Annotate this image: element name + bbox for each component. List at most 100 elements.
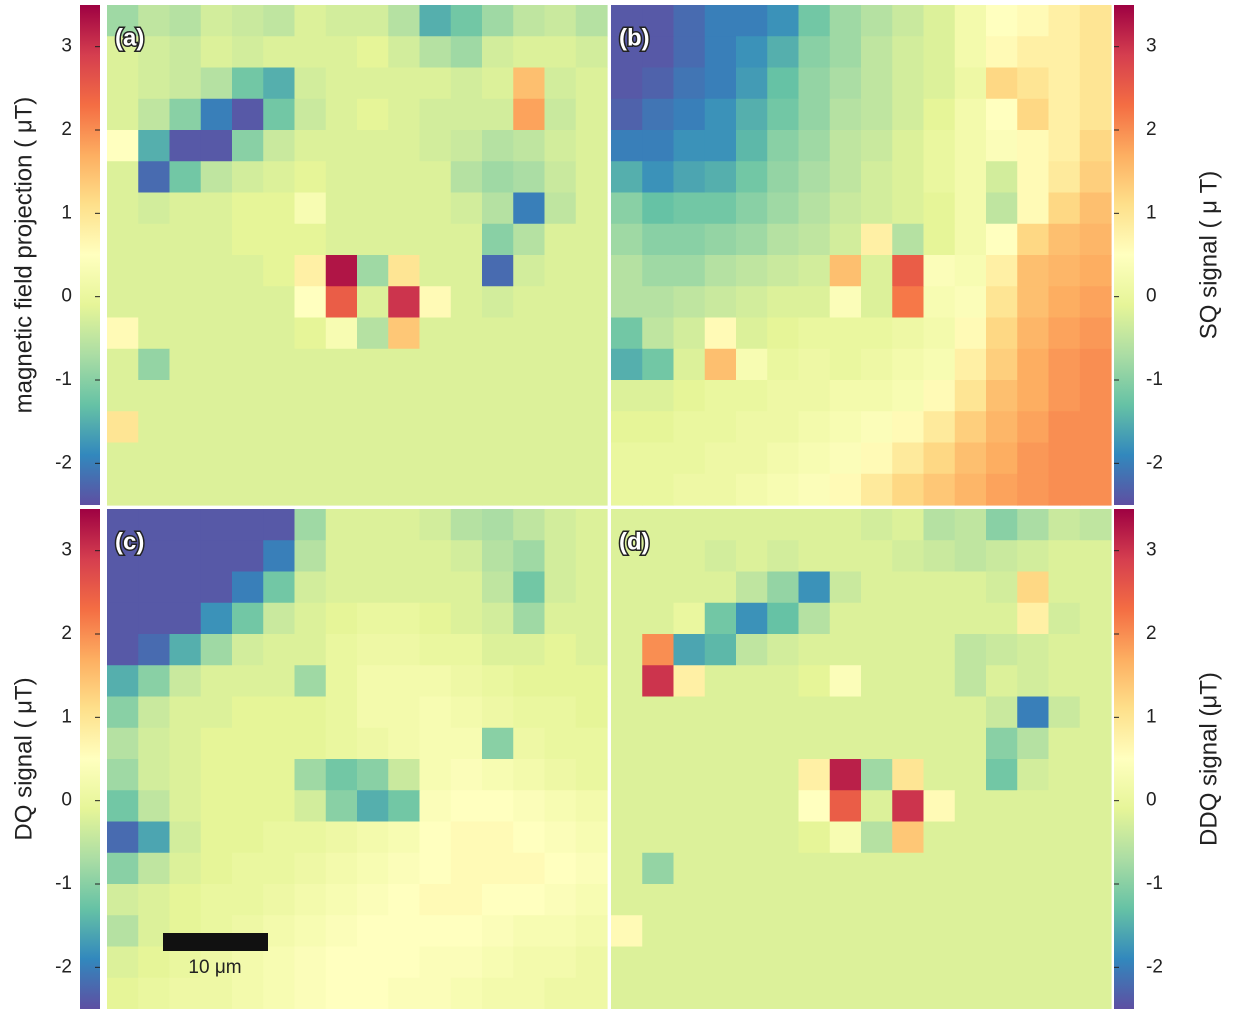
heatmap-cell xyxy=(263,130,295,162)
heatmap-cell xyxy=(955,193,987,225)
heatmap-cell xyxy=(892,853,924,885)
heatmap-cell xyxy=(736,572,768,604)
heatmap-cell xyxy=(955,790,987,822)
heatmap-cell xyxy=(611,759,643,791)
heatmap-cell xyxy=(357,665,389,697)
heatmap-cell xyxy=(1080,759,1112,791)
heatmap-cell xyxy=(955,884,987,916)
heatmap-cell xyxy=(892,474,924,506)
heatmap-cell xyxy=(388,947,420,979)
heatmap-cell xyxy=(736,853,768,885)
heatmap-cell xyxy=(263,5,295,37)
heatmap-cell xyxy=(892,99,924,131)
heatmap-cell xyxy=(861,161,893,193)
heatmap-cell xyxy=(263,380,295,412)
heatmap-cell xyxy=(326,978,358,1009)
heatmap-cell xyxy=(420,99,452,131)
heatmap-cell xyxy=(924,224,956,256)
heatmap-cell xyxy=(642,224,674,256)
heatmap-cell xyxy=(736,5,768,37)
heatmap-cell xyxy=(861,224,893,256)
heatmap-cell xyxy=(170,603,202,635)
heatmap-cell xyxy=(1049,853,1081,885)
colorbar-tick-label: -2 xyxy=(1146,452,1163,473)
heatmap-cell xyxy=(861,99,893,131)
heatmap-cell xyxy=(232,286,264,318)
heatmap-cell xyxy=(736,255,768,287)
heatmap-cell xyxy=(924,5,956,37)
heatmap-cell xyxy=(1049,474,1081,506)
heatmap-cell xyxy=(767,978,799,1009)
heatmap-cell xyxy=(263,822,295,854)
heatmap-cell xyxy=(357,915,389,947)
heatmap-cell xyxy=(924,884,956,916)
colorbar-tick-label: -2 xyxy=(1146,956,1163,977)
heatmap-cell xyxy=(232,474,264,506)
heatmap-cell xyxy=(892,509,924,541)
heatmap-cell xyxy=(357,443,389,475)
heatmap-cell xyxy=(1049,318,1081,350)
heatmap-cell xyxy=(263,697,295,729)
heatmap-cell xyxy=(705,509,737,541)
heatmap-cell xyxy=(201,318,233,350)
heatmap-cell xyxy=(451,443,483,475)
heatmap-cell xyxy=(1080,540,1112,572)
colorbar-tick-label: -2 xyxy=(55,956,72,977)
heatmap-cell xyxy=(326,68,358,100)
heatmap-cell xyxy=(107,443,139,475)
heatmap-cell xyxy=(955,36,987,68)
heatmap-cell xyxy=(861,978,893,1009)
heatmap-cell xyxy=(1080,443,1112,475)
heatmap-cell xyxy=(986,947,1018,979)
heatmap-cell xyxy=(1049,728,1081,760)
heatmap-cell xyxy=(830,759,862,791)
heatmap-cell xyxy=(482,318,514,350)
heatmap-cell xyxy=(767,540,799,572)
heatmap-cell xyxy=(1080,224,1112,256)
heatmap-cell xyxy=(107,915,139,947)
heatmap-cell xyxy=(388,884,420,916)
heatmap-cell xyxy=(138,572,170,604)
heatmap-cell xyxy=(1017,411,1049,443)
heatmap-cell xyxy=(705,728,737,760)
heatmap-cell xyxy=(611,947,643,979)
heatmap-cell xyxy=(263,603,295,635)
colorbar-tick-label: 0 xyxy=(61,790,72,811)
heatmap-cell xyxy=(767,349,799,381)
heatmap-cell xyxy=(986,68,1018,100)
heatmap-cell xyxy=(1049,130,1081,162)
heatmap-cell xyxy=(388,443,420,475)
heatmap-cell xyxy=(1017,853,1049,885)
heatmap-cell xyxy=(1080,697,1112,729)
colorbar-tick-label: -1 xyxy=(1146,873,1163,894)
heatmap-cell xyxy=(986,224,1018,256)
heatmap-cell xyxy=(420,68,452,100)
colorbar-tick-label: 3 xyxy=(61,36,72,57)
heatmap-cell xyxy=(451,68,483,100)
heatmap-cell xyxy=(830,443,862,475)
heatmap-cell xyxy=(799,99,831,131)
heatmap-cell xyxy=(263,509,295,541)
heatmap-cell xyxy=(799,349,831,381)
heatmap-cell xyxy=(576,130,608,162)
heatmap-cell xyxy=(420,36,452,68)
heatmap-cell xyxy=(1049,286,1081,318)
heatmap-cell xyxy=(674,318,706,350)
heatmap-cell xyxy=(705,5,737,37)
heatmap-cell xyxy=(420,318,452,350)
heatmap-cell xyxy=(357,193,389,225)
heatmap-cell xyxy=(513,68,545,100)
heatmap-cell xyxy=(513,474,545,506)
colorbar-tick-label: 2 xyxy=(61,119,72,140)
heatmap-cell xyxy=(674,509,706,541)
heatmap-cell xyxy=(674,947,706,979)
heatmap-cell xyxy=(420,884,452,916)
heatmap-cell xyxy=(861,634,893,666)
heatmap-cell xyxy=(263,790,295,822)
heatmap-cell xyxy=(201,728,233,760)
heatmap-cell xyxy=(674,822,706,854)
heatmap-cell xyxy=(513,224,545,256)
heatmap-cell xyxy=(451,411,483,443)
heatmap-cell xyxy=(420,978,452,1009)
heatmap-cell xyxy=(799,224,831,256)
